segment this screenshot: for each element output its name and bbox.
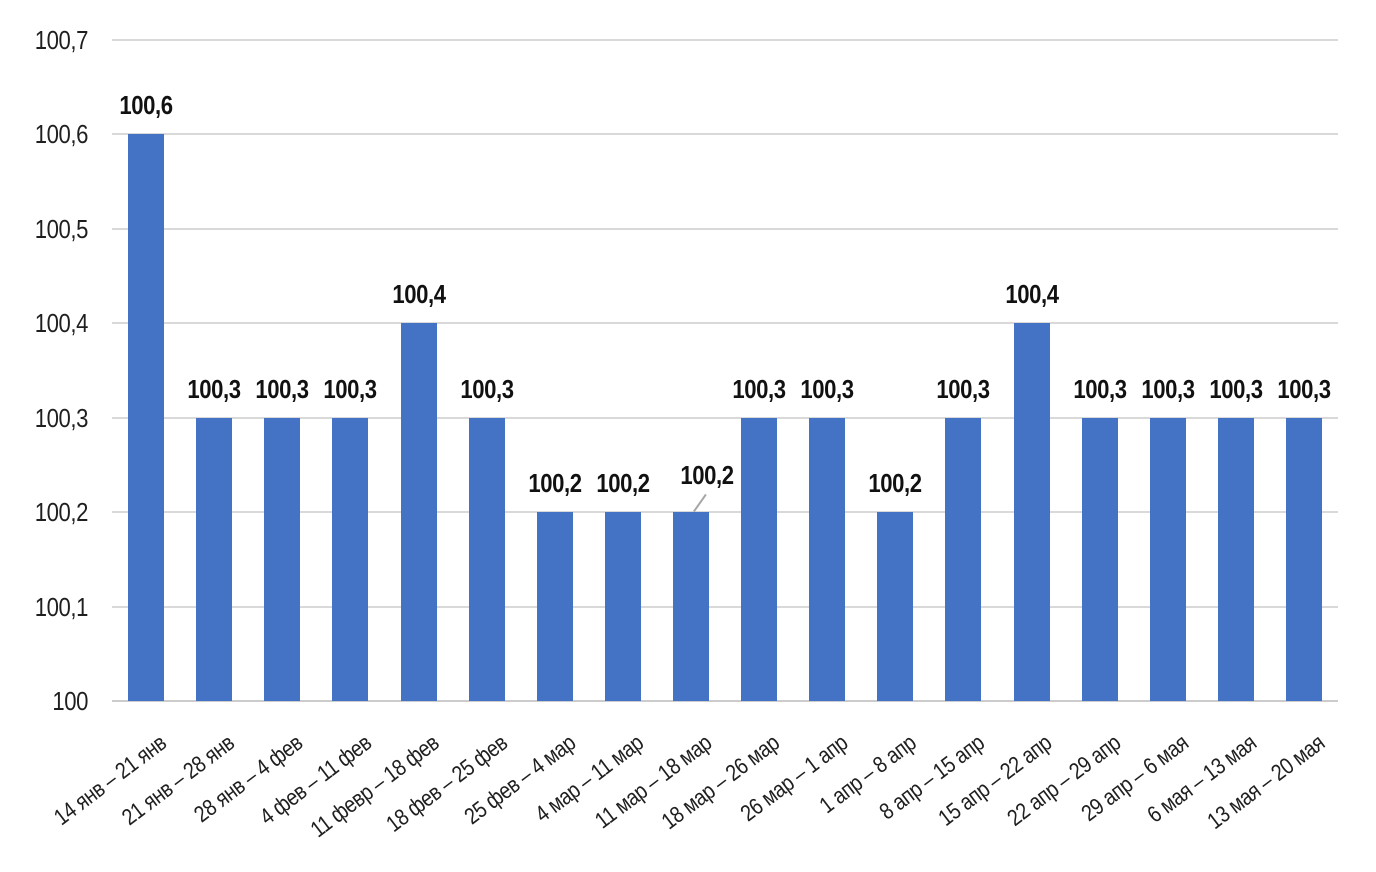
bar-26 мар – 1 апр <box>809 417 846 701</box>
bar-21 янв – 28 янв <box>196 417 233 701</box>
bar-1 апр – 8 апр <box>877 512 914 701</box>
bar-value-label: 100,3 <box>460 373 514 404</box>
bar-22 апр – 29 апр <box>1081 417 1118 701</box>
y-axis-tick-label: 100 <box>52 686 88 716</box>
bar-11 мар – 18 мар <box>672 512 709 701</box>
y-axis-tick-label: 100,4 <box>34 308 89 339</box>
bar-value-label: 100,4 <box>1004 279 1059 310</box>
y-axis-tick-label: 100,6 <box>34 119 89 150</box>
x-axis-line <box>112 700 1338 702</box>
bar-13 мая – 20 мая <box>1285 417 1322 701</box>
bar-value-label: 100,3 <box>323 373 378 404</box>
bar-4 мар – 11 мар <box>604 512 641 701</box>
bar-value-label: 100,3 <box>1141 373 1195 404</box>
bar-15 апр – 22 апр <box>1013 323 1050 701</box>
bar-value-label: 100,3 <box>732 373 786 404</box>
gridline <box>112 322 1338 325</box>
bar-28 янв – 4 фев <box>264 417 301 701</box>
bar-value-label: 100,2 <box>868 468 923 499</box>
y-axis-tick-label: 100,3 <box>34 402 89 433</box>
gridline <box>112 133 1338 136</box>
bar-value-label: 100,3 <box>800 373 855 404</box>
gridline <box>112 511 1338 514</box>
bar-6 мая – 13 мая <box>1217 417 1254 701</box>
bar-value-label: 100,6 <box>119 90 173 121</box>
gridline <box>112 227 1338 230</box>
bar-value-label: 100,4 <box>391 279 446 310</box>
y-axis-tick-label: 100,5 <box>34 213 89 244</box>
bar-29 апр – 6 мая <box>1149 417 1186 701</box>
bar-value-label: 100,2 <box>528 468 582 499</box>
y-axis-tick-label: 100,7 <box>34 25 89 55</box>
gridline <box>112 605 1338 608</box>
bar-value-label: 100,3 <box>1277 373 1331 404</box>
bar-value-label: 100,3 <box>187 373 242 404</box>
bar-value-label: 100,3 <box>1073 373 1127 404</box>
bar-value-label: 100,3 <box>936 373 991 404</box>
gridline <box>112 416 1338 419</box>
bar-18 фев – 25 фев <box>468 417 505 701</box>
bar-25 фев – 4 мар <box>536 512 573 701</box>
bar-11 февр – 18 фев <box>400 323 437 701</box>
bar-14 янв – 21 янв <box>128 134 165 701</box>
gridline <box>112 39 1338 41</box>
y-axis-tick-label: 100,1 <box>34 591 89 622</box>
bar-value-label: 100,3 <box>1209 373 1263 404</box>
bar-4 фев – 11 фев <box>332 417 369 701</box>
bar-18 мар – 26 мар <box>741 417 778 701</box>
bar-value-label: 100,2 <box>680 460 734 491</box>
bar-value-label: 100,3 <box>255 373 310 404</box>
y-axis-tick-label: 100,2 <box>34 497 89 528</box>
bar-8 апр – 15 апр <box>945 417 982 701</box>
bar-value-label: 100,2 <box>596 468 650 499</box>
callout-leader-line <box>692 494 707 513</box>
